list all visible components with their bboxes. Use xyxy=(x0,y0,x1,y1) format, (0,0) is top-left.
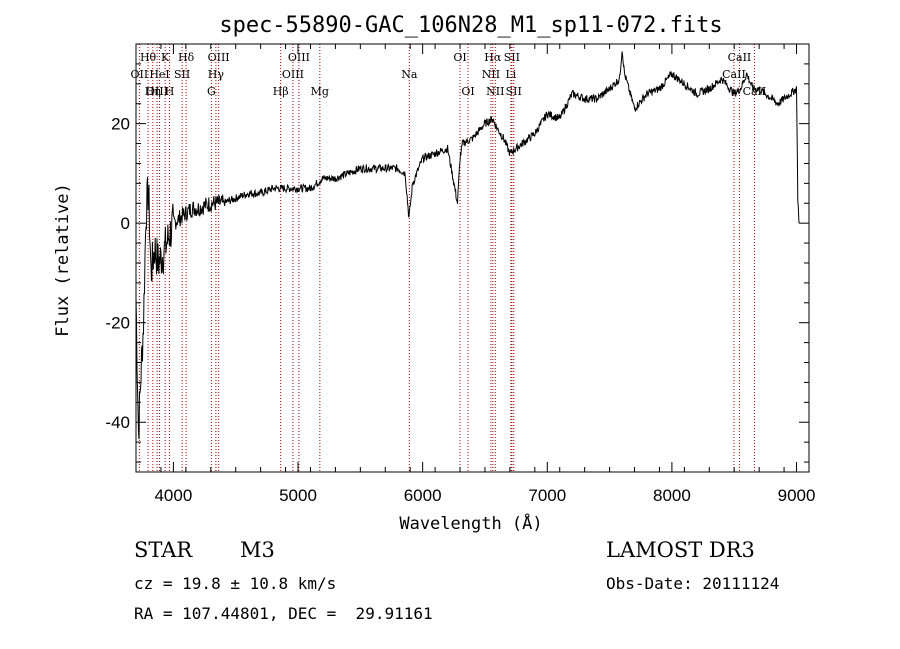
marker-label-17: OI xyxy=(453,51,466,64)
x-tick-label-9000: 9000 xyxy=(778,486,816,505)
chart-title: spec-55890-GAC_106N28_M1_sp11-072.fits xyxy=(219,13,722,38)
x-tick-label-7000: 7000 xyxy=(528,486,566,505)
marker-label-5: Hη xyxy=(145,85,161,98)
x-tick-label-4000: 4000 xyxy=(154,486,192,505)
x-tick-label-8000: 8000 xyxy=(653,486,691,505)
y-axis-label: Flux (relative) xyxy=(53,183,73,337)
marker-label-2: OIII xyxy=(146,85,168,98)
marker-label-21: NII xyxy=(482,68,500,81)
marker-label-16: Na xyxy=(401,68,418,81)
object-class: STAR xyxy=(134,538,193,562)
marker-label-24: SII xyxy=(506,85,522,98)
object-subclass: M3 xyxy=(240,538,275,562)
marker-label-25: CaII xyxy=(728,51,752,64)
marker-label-0: Hθ xyxy=(140,51,157,64)
y-tick-label--40: -40 xyxy=(105,413,130,432)
marker-label-26: CaII xyxy=(722,68,746,81)
marker-label-7: SII xyxy=(174,68,190,81)
x-axis-label: Wavelength (Å) xyxy=(399,512,542,534)
marker-label-14: Hβ xyxy=(273,85,289,98)
x-tick-label-6000: 6000 xyxy=(404,486,442,505)
coordinates: RA = 107.44801, DEC = 29.91161 xyxy=(134,604,433,623)
marker-label-11: G xyxy=(207,85,216,98)
line-markers: Hθ OII OIII K HeI Hη H SII Hδ OIII Hγ G OIII OIII Hβ Mg… xyxy=(131,44,767,472)
marker-label-15: Mg xyxy=(311,85,329,98)
redshift-cz: cz = 19.8 ± 10.8 km/s xyxy=(134,574,337,593)
plot-frame xyxy=(135,43,810,473)
marker-label-19: Hα xyxy=(484,51,502,64)
spectrum-series xyxy=(135,51,800,440)
marker-label-12: OIII xyxy=(288,51,310,64)
spectrum-line xyxy=(135,51,800,440)
marker-label-4: HeI xyxy=(149,68,169,81)
observation-date: Obs-Date: 20111124 xyxy=(606,574,780,593)
axis-ticks: 4000 5000 6000 7000 8000 9000 -40 -20 0 20 xyxy=(105,43,816,505)
marker-label-27: CaII xyxy=(743,85,767,98)
marker-label-20: SII xyxy=(504,51,520,64)
y-tick-label--20: -20 xyxy=(105,314,130,333)
marker-label-10: Hγ xyxy=(208,68,225,81)
survey-name: LAMOST DR3 xyxy=(606,538,755,562)
marker-label-13: OIII xyxy=(282,68,304,81)
y-tick-label-0: 0 xyxy=(121,214,130,233)
marker-label-3: K xyxy=(161,51,170,64)
marker-label-9: OIII xyxy=(208,51,230,64)
marker-label-22: Li xyxy=(505,68,516,81)
marker-label-23: NII xyxy=(486,85,504,98)
marker-label-18: OI xyxy=(461,85,474,98)
marker-label-8: Hδ xyxy=(178,51,195,64)
y-tick-label-20: 20 xyxy=(111,115,130,134)
marker-label-1: OII xyxy=(131,68,149,81)
x-tick-label-5000: 5000 xyxy=(279,486,317,505)
marker-label-6: H xyxy=(165,85,175,98)
